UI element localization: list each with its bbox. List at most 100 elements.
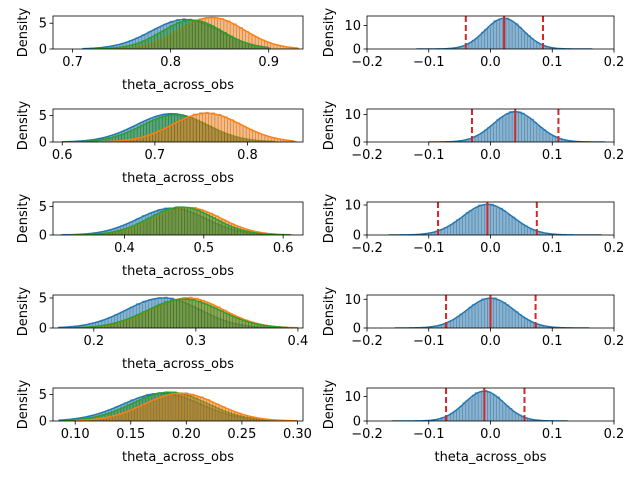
hist-bar (118, 413, 123, 421)
hist-bar (471, 394, 476, 421)
x-tick-label: 0.2 (604, 334, 625, 349)
x-tick-label: −0.1 (413, 334, 445, 349)
hist-bar (184, 206, 188, 235)
hist-bar (205, 111, 209, 142)
hist-bar (212, 402, 217, 421)
hist-bar (151, 307, 155, 328)
x-axis-label: theta_across_obs (122, 450, 234, 465)
plot-area (82, 16, 300, 49)
hist-bar (227, 225, 232, 235)
hist-bar (218, 405, 223, 421)
hist-bar (195, 301, 199, 328)
x-tick-label: 0.5 (193, 241, 214, 256)
plot-area (391, 388, 568, 421)
y-tick-label: 5 (39, 109, 47, 124)
hist-bar (168, 207, 173, 235)
hist-bar (453, 221, 457, 235)
hist-bar (514, 311, 519, 328)
y-tick-label: 0 (353, 136, 361, 151)
axes-frame (52, 15, 304, 50)
hist-bar (545, 132, 550, 142)
hist-bar (202, 114, 206, 142)
hist-bar (207, 24, 212, 49)
hist-bar (224, 116, 228, 142)
hist-bar (511, 411, 516, 421)
hist-bar (511, 216, 516, 235)
series-2 (68, 206, 295, 235)
hist-bar (496, 207, 501, 235)
hist-bar (163, 29, 168, 49)
hist-bar (505, 17, 510, 49)
hist-bar (215, 403, 220, 421)
x-tick-label: 0.30 (283, 427, 312, 442)
subplot-r4-c0: 0.10 0.15 0.20 0.25 0.30 0 5 theta_across_obs De… (16, 379, 312, 465)
hist-bar (138, 313, 143, 328)
hist-bar (459, 405, 463, 421)
hist-bar (154, 306, 159, 328)
hist-bar (186, 115, 191, 142)
y-tick-label: 0 (353, 229, 361, 244)
hist-bar (230, 119, 234, 142)
y-axis-label: Density (322, 7, 337, 57)
hist-bar (163, 301, 168, 328)
hist-bar (173, 300, 177, 328)
hist-bar (209, 216, 213, 235)
hist-bar (188, 18, 193, 49)
hist-bar (493, 206, 497, 235)
hist-bar (191, 20, 196, 49)
hist-bar (196, 396, 201, 421)
hist-bar (198, 300, 202, 328)
plot-area (58, 391, 301, 421)
series-2 (74, 392, 301, 421)
subplot-r2-c1: −0.2 −0.1 0.0 0.1 0.2 0 10 Density (322, 193, 624, 256)
hist-bar (199, 396, 204, 421)
x-tick-label: 0.1 (542, 55, 563, 70)
hist-bar (474, 207, 479, 235)
hist-bar (232, 38, 237, 49)
hist-bar (158, 130, 163, 142)
hist-bar (238, 40, 243, 49)
x-tick-label: −0.1 (413, 148, 445, 163)
hist-bar (487, 27, 491, 49)
plot-area (394, 295, 590, 328)
x-tick-label: 0.0 (480, 148, 501, 163)
y-tick-label: 0 (39, 43, 47, 58)
hist-bar (166, 27, 171, 49)
hist-bar (213, 307, 218, 328)
hist-bar (135, 314, 140, 328)
y-axis-label: Density (16, 286, 31, 336)
y-axis-label: Density (322, 193, 337, 243)
hist-bar (480, 204, 485, 235)
hist-bar (162, 395, 167, 421)
plot-area (62, 111, 297, 142)
hist-bar (159, 396, 163, 421)
hist-bar (462, 312, 467, 328)
x-tick-label: 0.1 (542, 334, 563, 349)
hist-bar (508, 111, 513, 142)
subplot-r3-c0: 0.2 0.3 0.4 0 5 theta_across_obs Density (16, 286, 308, 372)
hist-bar (174, 121, 178, 142)
hist-bar (199, 212, 204, 235)
x-tick-label: 0.0 (480, 427, 501, 442)
y-tick-label: 0 (39, 322, 47, 337)
y-tick-label: 5 (39, 200, 47, 215)
hist-bar (477, 392, 482, 421)
hist-bar (127, 227, 132, 235)
kde-line (73, 298, 288, 328)
x-tick-label: 0.7 (62, 55, 83, 70)
hist-bar (465, 212, 470, 235)
x-axis-label: theta_across_obs (122, 264, 234, 279)
hist-bar (173, 24, 177, 49)
hist-bar (462, 402, 467, 421)
y-axis-label: Density (16, 193, 31, 243)
x-tick-label: 0.7 (145, 148, 166, 163)
x-tick-label: 0.0 (480, 241, 501, 256)
hist-bar (496, 396, 501, 421)
hist-bar (141, 311, 146, 328)
x-axis-label: theta_across_obs (122, 357, 234, 372)
hist-bar (505, 405, 510, 421)
hist-bar (505, 213, 510, 235)
axes-frame (52, 387, 304, 422)
hist-bar (521, 316, 525, 328)
x-tick-label: 0.25 (227, 427, 256, 442)
